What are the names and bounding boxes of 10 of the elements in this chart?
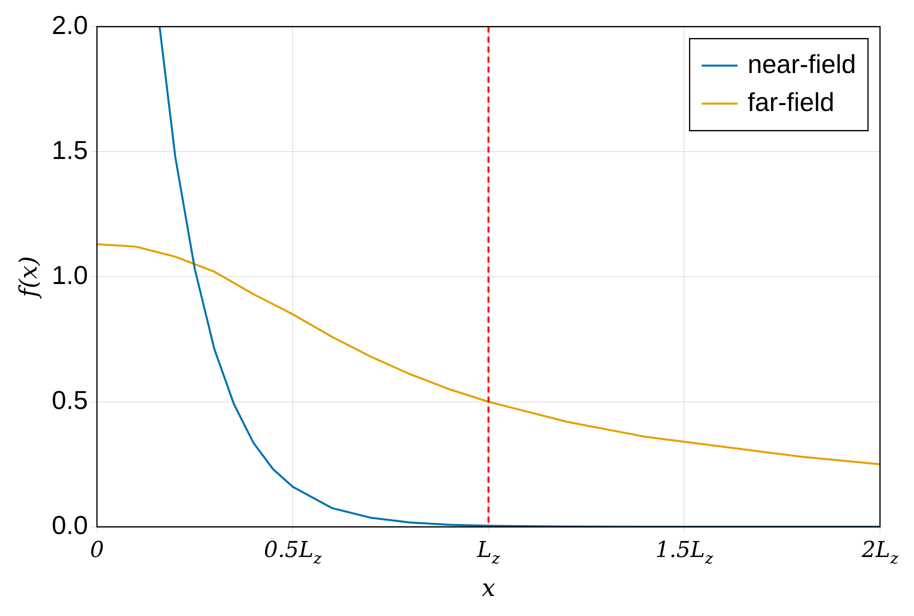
y-tick-label: 0.5 [52, 384, 88, 415]
x-axis-title: x [482, 574, 496, 602]
y-axis-title: f(x) [14, 256, 43, 300]
legend-label: near-field [748, 48, 856, 79]
y-tick-label: 1.5 [52, 134, 88, 165]
y-tick-label: 2.0 [52, 10, 88, 40]
y-tick-label: 0.0 [52, 510, 88, 540]
y-tick-label: 1.0 [52, 260, 88, 290]
legend-label: far-field [748, 86, 834, 117]
x-tick-label: 0 [90, 538, 104, 563]
